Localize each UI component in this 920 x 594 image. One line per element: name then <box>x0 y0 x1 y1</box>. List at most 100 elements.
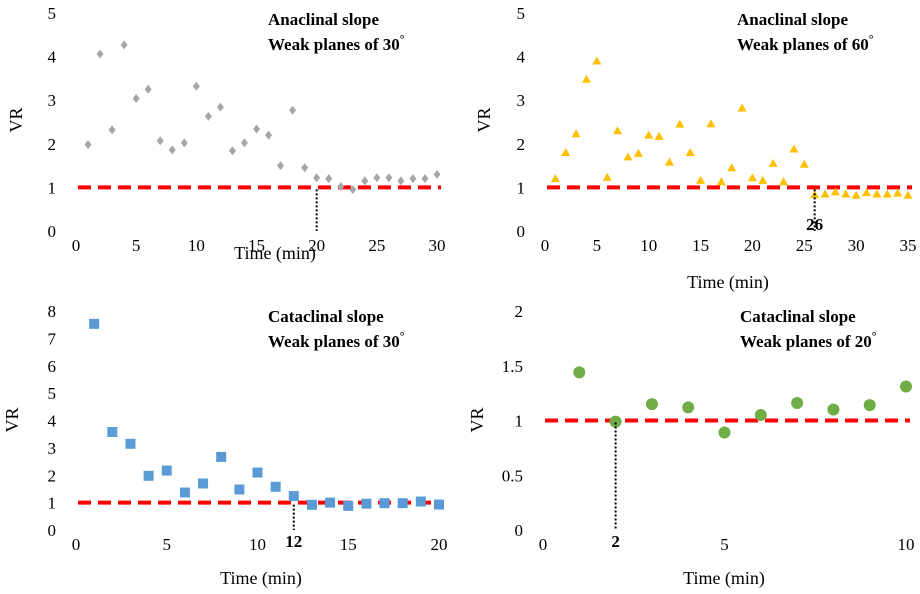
data-point <box>571 129 581 138</box>
y-tick-label: 3 <box>48 91 57 110</box>
x-tick-label: 10 <box>188 236 205 255</box>
data-point <box>397 498 408 509</box>
data-point <box>132 93 140 103</box>
y-tick-label: 4 <box>48 48 57 67</box>
x-tick-label: 5 <box>720 535 729 554</box>
data-point <box>893 188 903 197</box>
data-point <box>654 131 664 140</box>
data-point <box>421 174 429 184</box>
x-tick-label: 0 <box>539 535 548 554</box>
data-point <box>851 190 861 199</box>
data-point <box>791 396 804 409</box>
data-point <box>789 144 799 153</box>
x-tick-label: 30 <box>429 236 446 255</box>
data-point <box>277 161 285 171</box>
data-point <box>675 119 685 128</box>
data-point <box>682 401 695 414</box>
x-tick-label: 20 <box>744 236 761 255</box>
x-tick-label: 0 <box>72 236 81 255</box>
data-point <box>198 478 209 489</box>
data-point <box>799 159 809 168</box>
data-point <box>192 81 200 91</box>
x-axis-label: Time (min) <box>683 568 765 589</box>
data-point <box>313 173 321 183</box>
data-point <box>900 380 912 393</box>
data-point <box>727 163 737 172</box>
y-tick-label: 8 <box>48 302 57 321</box>
data-point <box>144 84 152 94</box>
data-point <box>550 174 560 183</box>
x-tick-label: 15 <box>340 535 357 554</box>
data-point <box>270 481 281 492</box>
data-point <box>561 148 571 157</box>
x-tick-label: 25 <box>368 236 385 255</box>
data-point <box>415 496 426 507</box>
y-axis-label: VR <box>467 407 487 432</box>
data-point <box>696 175 706 184</box>
data-point <box>758 175 768 184</box>
data-point <box>216 451 227 462</box>
data-point <box>664 157 674 166</box>
x-tick-label: 5 <box>132 236 141 255</box>
data-point <box>379 498 390 509</box>
y-tick-label: 3 <box>48 439 57 458</box>
data-point <box>288 491 299 502</box>
data-point <box>325 174 333 184</box>
y-tick-label: 0 <box>515 521 524 540</box>
data-point <box>289 105 297 115</box>
y-tick-label: 0 <box>517 222 526 241</box>
data-point <box>265 130 273 140</box>
chart-subtitle: Weak planes of 30° <box>268 329 405 351</box>
data-point <box>718 426 731 439</box>
data-point <box>609 415 622 428</box>
data-point <box>96 49 104 59</box>
data-point <box>613 126 623 135</box>
y-tick-label: 7 <box>48 329 57 348</box>
chart-panel-cataclinal-20: Cataclinal slope Weak planes of 20° Time… <box>467 302 915 589</box>
data-point <box>645 398 658 411</box>
data-point <box>216 102 224 112</box>
y-tick-label: 0.5 <box>502 466 523 485</box>
chart-title: Anaclinal slope <box>737 10 848 29</box>
chart-panel-anaclinal-60: Anaclinal slope Weak planes of 60° Time … <box>474 4 917 293</box>
x-axis-label: Time (min) <box>687 272 769 293</box>
data-point <box>820 189 830 198</box>
y-tick-label: 6 <box>48 357 57 376</box>
data-point <box>361 176 369 186</box>
data-point <box>581 74 591 83</box>
x-axis-label: Time (min) <box>234 243 316 264</box>
data-point <box>872 189 882 198</box>
data-point <box>747 173 757 182</box>
chart-title: Anaclinal slope <box>268 10 379 29</box>
data-point <box>180 138 188 148</box>
data-point <box>204 111 212 121</box>
time-marker-label: 26 <box>806 215 823 234</box>
data-point <box>234 484 245 495</box>
chart-panel-anaclinal-30: Anaclinal slope Weak planes of 30° Time … <box>6 4 446 264</box>
data-point <box>361 498 372 509</box>
data-point <box>768 158 778 167</box>
y-tick-label: 5 <box>517 4 526 23</box>
data-point <box>179 487 190 498</box>
data-point <box>862 188 872 197</box>
x-tick-label: 30 <box>848 236 865 255</box>
y-tick-label: 2 <box>48 135 57 154</box>
data-point <box>349 185 357 195</box>
data-point <box>156 136 164 146</box>
x-tick-label: 10 <box>898 535 915 554</box>
y-tick-label: 2 <box>515 302 524 321</box>
data-point <box>301 163 309 173</box>
data-point <box>397 176 405 186</box>
data-point <box>343 500 354 511</box>
data-point <box>685 148 695 157</box>
chart-subtitle: Weak planes of 30° <box>268 32 405 54</box>
data-point <box>125 438 136 449</box>
data-point <box>779 177 789 186</box>
data-point <box>737 103 747 112</box>
data-point <box>89 318 100 329</box>
data-point <box>623 152 633 161</box>
y-tick-label: 4 <box>48 412 57 431</box>
x-tick-label: 15 <box>692 236 709 255</box>
data-point <box>903 190 913 199</box>
data-point <box>602 172 612 181</box>
